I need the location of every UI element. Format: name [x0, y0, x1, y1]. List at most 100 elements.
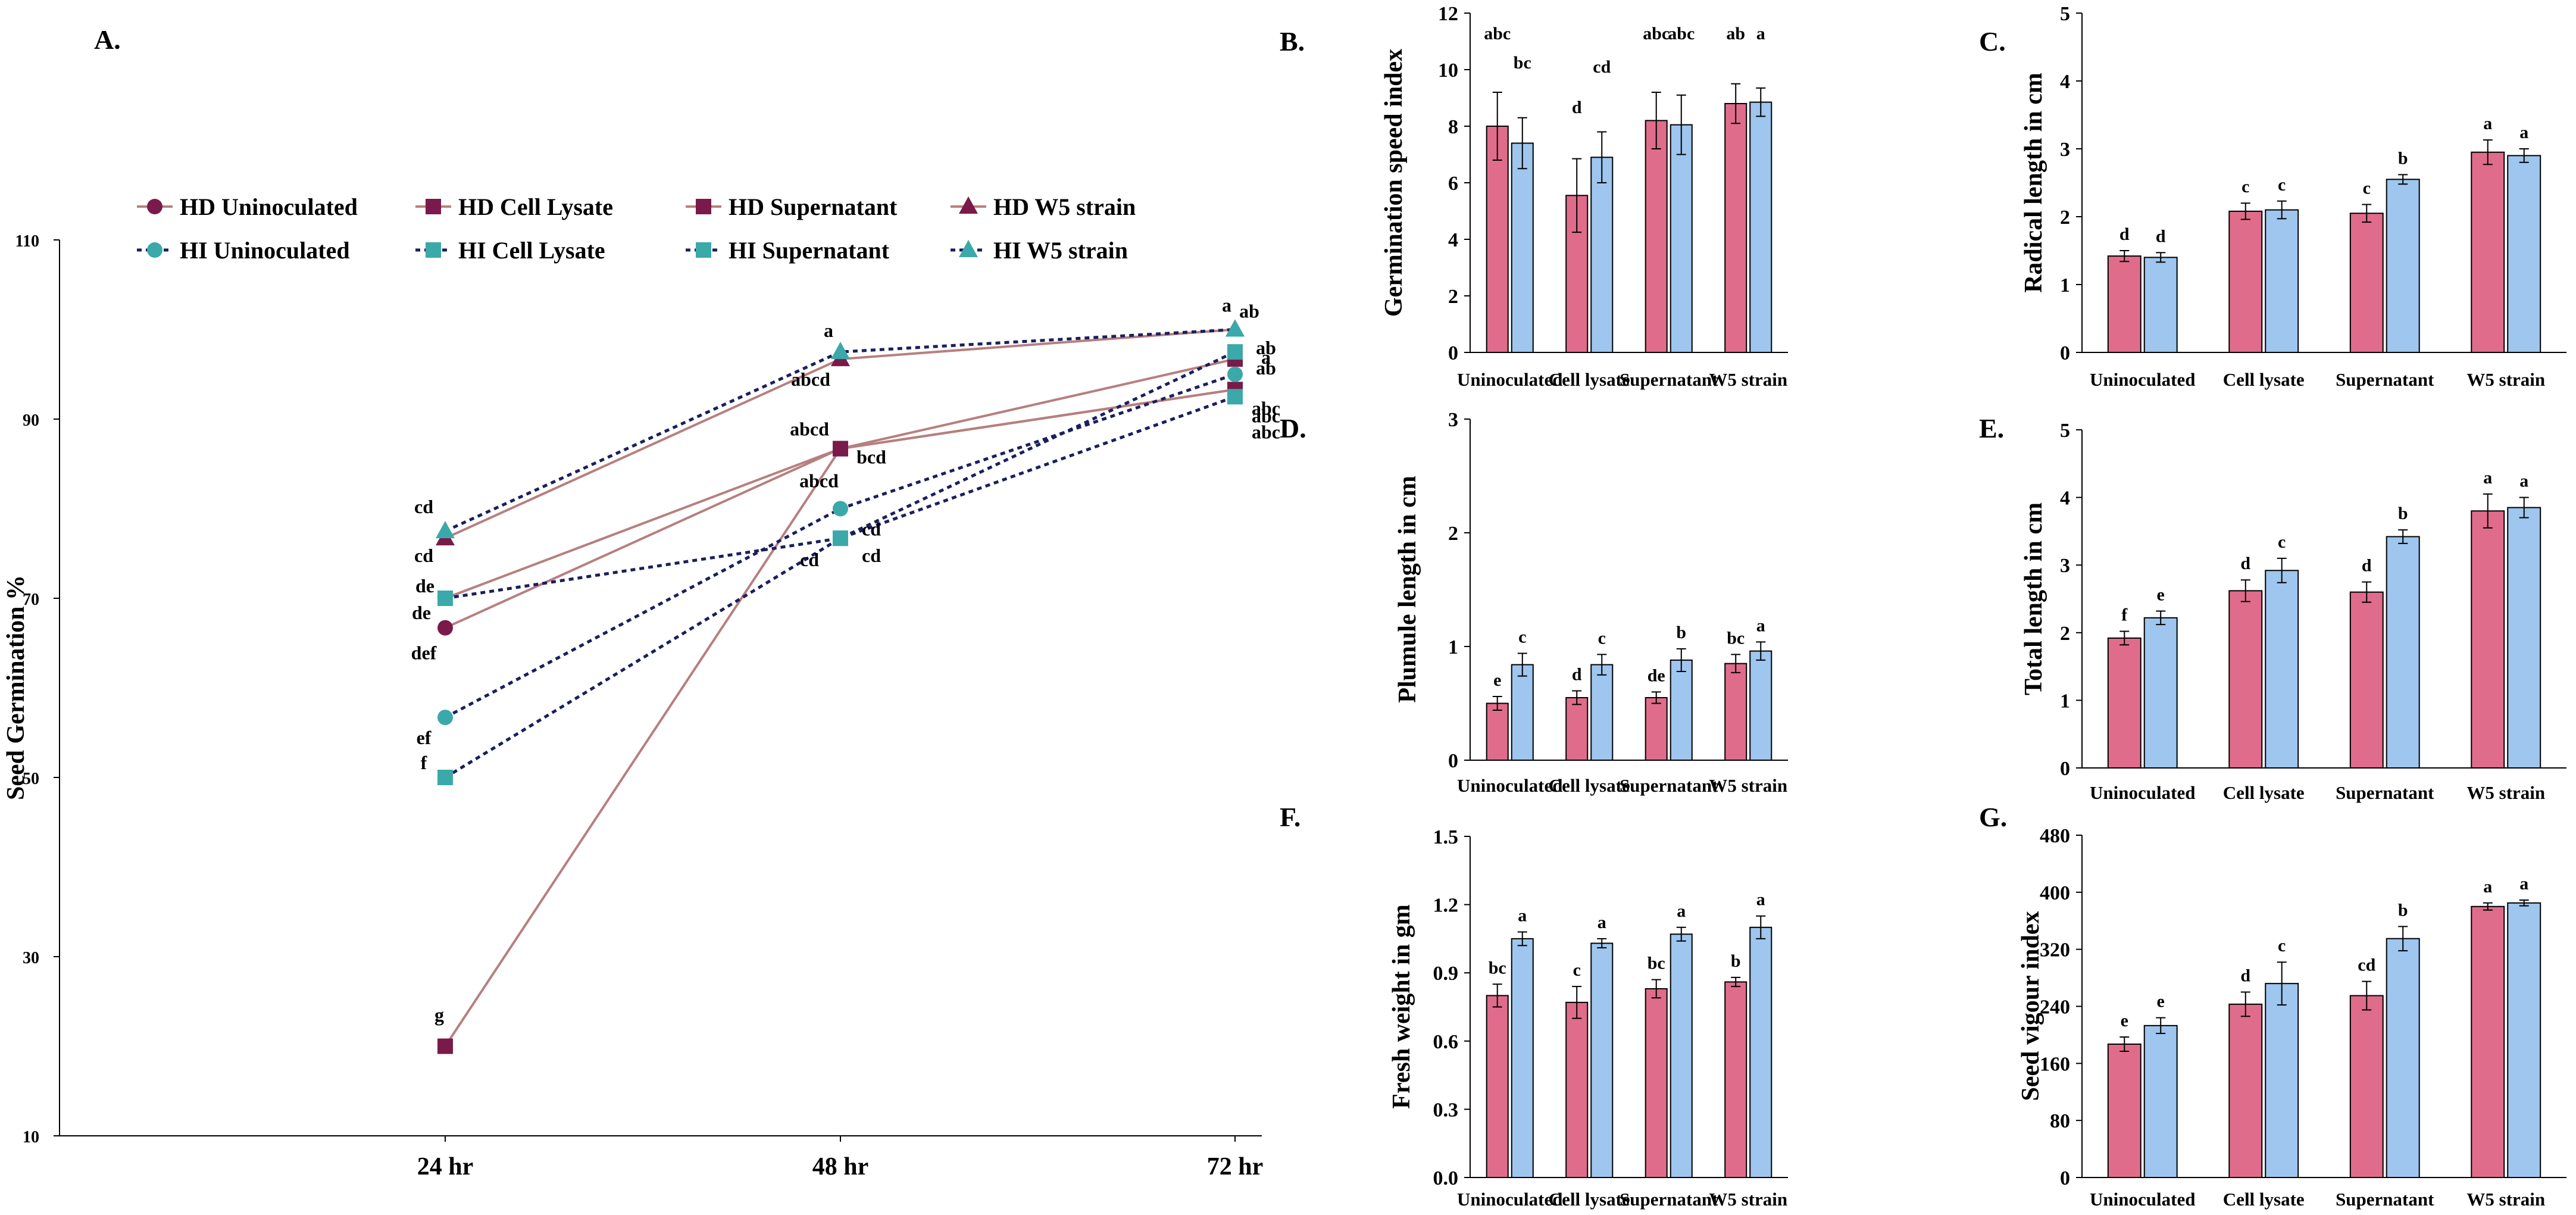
significance-letter: a — [2483, 468, 2492, 488]
y-axis-title: Fresh weight in gm — [1388, 904, 1415, 1108]
data-point — [831, 342, 850, 360]
category-label: W5 strain — [1709, 1189, 1787, 1210]
panel-letter: F. — [1280, 802, 1300, 832]
significance-letter: d — [2119, 224, 2130, 244]
significance-letter: de — [412, 602, 431, 623]
significance-letter: d — [2156, 226, 2166, 246]
bar — [2265, 570, 2299, 769]
significance-letter: b — [2398, 900, 2408, 920]
bar — [2386, 179, 2420, 353]
y-tick-label: 4 — [2060, 71, 2070, 93]
significance-letter: cd — [2358, 955, 2375, 975]
category-label: W5 strain — [1709, 775, 1787, 796]
category-label: Cell lysate — [2223, 782, 2305, 803]
bar — [2228, 1003, 2263, 1178]
bar — [2143, 1025, 2178, 1178]
y-tick-label: 2 — [1448, 286, 1458, 308]
significance-letter: a — [1756, 890, 1765, 910]
significance-letter: cd — [414, 545, 433, 566]
bar — [1645, 696, 1668, 761]
x-tick-label: 72 hr — [1207, 1153, 1264, 1180]
y-tick-label: 160 — [2040, 1053, 2070, 1075]
bar — [2107, 1043, 2142, 1179]
legend-marker — [959, 240, 978, 257]
category-label: W5 strain — [2466, 782, 2545, 803]
bar — [1670, 933, 1693, 1178]
y-tick-label: 1 — [2060, 274, 2070, 296]
bar — [2265, 209, 2299, 353]
legend-label: HI W5 strain — [993, 237, 1128, 264]
legend-marker — [147, 199, 162, 214]
significance-letter: a — [2519, 874, 2528, 894]
panel-letter: C. — [1979, 26, 2006, 57]
significance-letter: a — [1222, 295, 1231, 316]
significance-letter: a — [2483, 877, 2492, 897]
bar — [2507, 507, 2541, 769]
significance-letter: a — [2483, 114, 2492, 133]
data-point — [437, 620, 453, 636]
legend-marker — [426, 199, 441, 214]
y-tick-label: 400 — [2040, 882, 2070, 904]
y-tick-label: 480 — [2040, 825, 2070, 847]
category-label: Uninoculated — [1457, 1189, 1562, 1210]
significance-letter: d — [1572, 664, 1582, 684]
significance-letter: c — [2363, 178, 2371, 198]
bar — [1724, 103, 1747, 353]
bar — [1511, 664, 1534, 761]
y-tick-label: 1 — [1448, 636, 1458, 658]
legend-marker — [959, 196, 978, 214]
significance-letter: abc — [1252, 421, 1280, 442]
category-label: W5 strain — [2466, 1189, 2545, 1210]
bar — [1590, 942, 1614, 1179]
significance-letter: a — [1756, 616, 1765, 635]
significance-letter: abcd — [790, 418, 829, 440]
bar — [2349, 213, 2384, 353]
significance-letter: c — [1598, 628, 1606, 648]
data-point — [833, 530, 848, 546]
bar — [1724, 981, 1747, 1178]
significance-letter: bc — [1727, 628, 1745, 648]
bar — [2349, 995, 2384, 1178]
y-tick-label: 0 — [2060, 758, 2070, 780]
data-point — [1227, 366, 1243, 382]
y-tick-label: 5 — [2060, 420, 2070, 442]
y-tick-label: 0 — [1448, 750, 1458, 772]
significance-letter: ab — [1239, 301, 1259, 322]
y-axis-title: Germination speed index — [1380, 49, 1408, 317]
bar — [1486, 995, 1509, 1179]
significance-letter: ab — [1256, 337, 1276, 358]
significance-letter: e — [2121, 1011, 2128, 1030]
significance-letter: abc — [1643, 24, 1670, 43]
significance-letter: e — [2157, 585, 2165, 604]
y-tick-label: 4 — [2060, 488, 2070, 510]
bar — [2507, 902, 2541, 1179]
data-point — [436, 521, 455, 539]
legend-marker — [147, 242, 162, 258]
significance-letter: e — [2157, 992, 2165, 1011]
y-tick-label: 3 — [2060, 139, 2070, 161]
y-tick-label: 0.9 — [1433, 963, 1459, 985]
y-tick-label: 0 — [1448, 342, 1458, 364]
category-label: Cell lysate — [2223, 1189, 2305, 1210]
bar — [2386, 938, 2420, 1178]
y-axis-title: Seed Germination % — [2, 575, 30, 800]
bar — [1486, 702, 1509, 761]
panel-letter-a: A. — [94, 24, 121, 55]
legend-label: HI Supernatant — [729, 237, 890, 264]
y-tick-label: 30 — [23, 949, 39, 967]
y-tick-label: 0 — [2060, 1167, 2070, 1189]
significance-letter: c — [1573, 960, 1581, 980]
legend-marker — [696, 199, 711, 214]
legend-marker — [696, 242, 711, 258]
significance-letter: abc — [1252, 397, 1280, 418]
significance-letter: de — [415, 575, 434, 596]
significance-letter: g — [434, 1004, 444, 1026]
y-tick-label: 0.0 — [1433, 1167, 1459, 1189]
significance-letter: ab — [1256, 357, 1276, 379]
bar — [2107, 255, 2142, 353]
significance-letter: a — [1756, 24, 1765, 43]
category-label: Cell lysate — [1549, 369, 1630, 390]
y-tick-label: 3 — [1448, 409, 1458, 431]
legend-label: HD Cell Lysate — [458, 193, 613, 220]
significance-letter: cd — [862, 545, 881, 566]
